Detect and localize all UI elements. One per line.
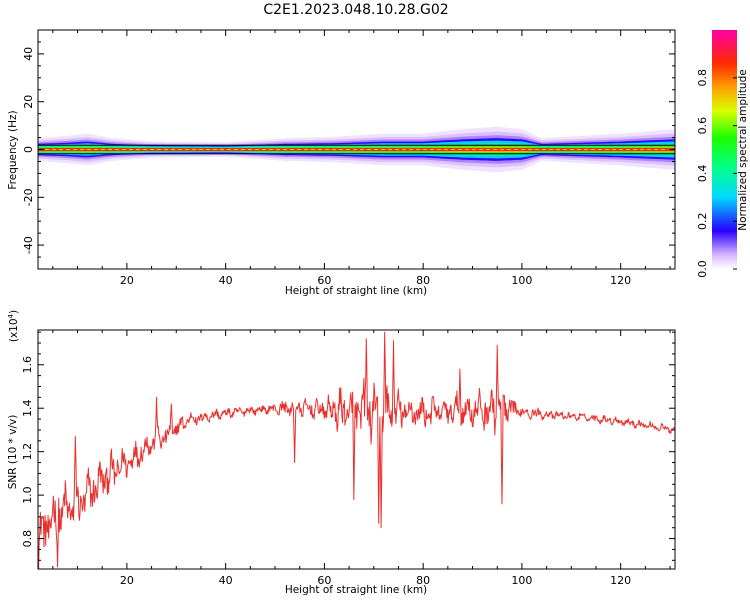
snr-y-tick-labels: 0.8 1.0 1.2 1.4 1.6 [21, 356, 34, 547]
spectrogram-ticks [38, 29, 675, 270]
snr-panel: 20 40 60 80 100 120 0.8 1.0 1.2 1.4 1.6 Height of… [7, 310, 676, 596]
colorbar-tick-label: 0.8 [696, 69, 709, 87]
colorbar-ticks: 0.0 0.2 0.4 0.6 0.8 [696, 69, 737, 278]
snr-x-tick-label: 40 [219, 574, 233, 587]
spectrogram-y-tick-label: 0 [22, 146, 35, 153]
snr-x-axis-label: Height of straight line (km) [285, 584, 427, 596]
snr-x-tick-labels: 20 40 60 80 100 120 [120, 574, 631, 587]
colorbar-tick-label: 0.6 [696, 117, 709, 135]
snr-y-tick-label: 0.8 [21, 530, 34, 548]
colorbar: 0.0 0.2 0.4 0.6 0.8 Normalized spectral ampl… [696, 30, 749, 278]
spectrogram-y-tick-label: -40 [22, 236, 35, 254]
spectrogram-x-axis-label: Height of straight line (km) [285, 285, 427, 297]
snr-x-tick-label: 120 [610, 574, 631, 587]
snr-frame [37, 329, 676, 570]
snr-y-tick-label: 1.6 [21, 356, 34, 374]
spectrogram-x-tick-labels: 20 40 60 80 100 120 [120, 274, 631, 287]
spectrogram-x-tick-label: 100 [511, 274, 532, 287]
spectrogram-x-tick-label: 120 [610, 274, 631, 287]
snr-x-tick-label: 80 [416, 574, 430, 587]
spectrogram-x-tick-label: 20 [120, 274, 134, 287]
spectrogram-x-tick-label: 40 [219, 274, 233, 287]
spectrogram-y-tick-labels: -40 -20 0 20 40 [22, 47, 35, 254]
page-title: C2E1.2023.048.10.28.G02 [263, 2, 449, 18]
spectrogram-x-tick-label: 60 [317, 274, 331, 287]
spectrogram-y-tick-label: -20 [22, 188, 35, 206]
snr-y-tick-label: 1.4 [21, 399, 34, 417]
colorbar-tick-label: 0.0 [696, 260, 709, 278]
snr-y-axis-label: SNR (10 * v/v) [7, 415, 19, 490]
snr-ticks [38, 330, 675, 569]
snr-series-line [38, 331, 675, 569]
snr-y-tick-label: 1.0 [21, 486, 34, 504]
snr-y-tick-label: 1.2 [21, 443, 34, 461]
colorbar-label: Normalized spectral amplitude [737, 69, 749, 230]
spectrogram-plot [38, 126, 675, 173]
snr-multiplier-label: (x104) [7, 310, 20, 342]
spectrogram-y-tick-label: 40 [22, 47, 35, 61]
colorbar-tick-label: 0.2 [696, 212, 709, 230]
snr-x-tick-label: 100 [511, 574, 532, 587]
spectrogram-y-tick-label: 20 [22, 95, 35, 109]
spectrogram-x-tick-label: 80 [416, 274, 430, 287]
colorbar-gradient [712, 30, 737, 269]
spectrogram-panel: 20 40 60 80 100 120 -40 -20 0 20 40 Height of str… [7, 29, 676, 297]
snr-x-tick-label: 60 [317, 574, 331, 587]
spectrogram-y-axis-label: Frequency (Hz) [7, 110, 19, 189]
colorbar-tick-label: 0.4 [696, 165, 709, 183]
snr-x-tick-label: 20 [120, 574, 134, 587]
